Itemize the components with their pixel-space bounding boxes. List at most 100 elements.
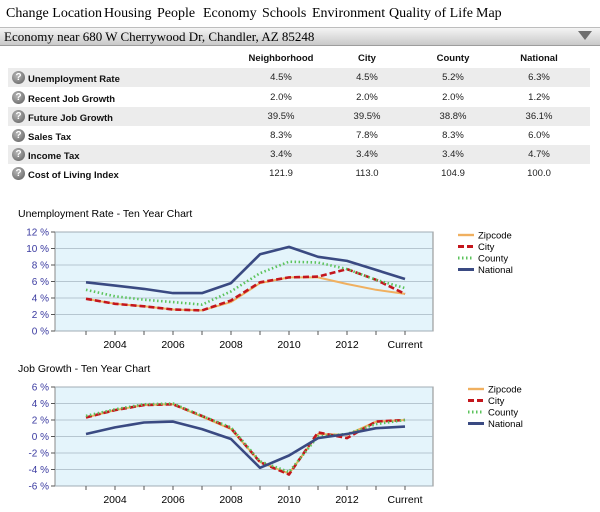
- col-header-county: County: [436, 53, 470, 64]
- nav-housing[interactable]: Housing: [104, 6, 152, 21]
- y-tick-label: 6 %: [32, 277, 49, 288]
- y-tick-label: -2 %: [28, 449, 49, 460]
- cell-city: 2.0%: [356, 92, 378, 103]
- nav-map[interactable]: Map: [476, 6, 502, 21]
- legend-label-county: County: [488, 408, 518, 419]
- table-row: ? Cost of Living Index 121.9 113.0 104.9…: [8, 164, 590, 183]
- col-header-city: City: [358, 53, 376, 64]
- row-label: Future Job Growth: [28, 113, 113, 124]
- nav-economy[interactable]: Economy: [203, 6, 257, 21]
- y-tick-label: 2 %: [32, 416, 49, 427]
- cell-national: 1.2%: [528, 92, 550, 103]
- row-label: Recent Job Growth: [28, 94, 116, 105]
- x-tick-label: 2010: [277, 494, 301, 506]
- legend-label-county: County: [478, 254, 508, 265]
- cell-neighborhood: 39.5%: [267, 111, 295, 122]
- legend-label-national: National: [488, 419, 523, 430]
- series-line-city: [85, 267, 406, 312]
- cell-neighborhood: 121.9: [269, 168, 293, 179]
- collapse-chevron-icon[interactable]: [578, 31, 592, 40]
- series-line-national: [85, 420, 406, 470]
- nav-environment[interactable]: Environment: [312, 6, 386, 21]
- cell-national: 6.3%: [528, 72, 550, 83]
- cell-neighborhood: 4.5%: [270, 72, 292, 83]
- col-header-neighborhood: Neighborhood: [248, 53, 314, 64]
- table-row: ? Income Tax 3.4% 3.4% 3.4% 4.7%: [8, 145, 590, 164]
- cell-city: 3.4%: [356, 149, 378, 160]
- cell-county: 38.8%: [439, 111, 467, 122]
- y-tick-label: 0 %: [32, 432, 49, 443]
- top-nav: Change Location Housing People Economy S…: [0, 0, 600, 26]
- row-label: Unemployment Rate: [28, 74, 120, 85]
- y-tick-label: 2 %: [32, 310, 49, 321]
- row-label: Income Tax: [28, 151, 80, 162]
- row-label: Sales Tax: [28, 132, 72, 143]
- x-tick-label: 2008: [219, 494, 243, 506]
- y-tick-label: 4 %: [32, 294, 49, 305]
- section-title: Economy near 680 W Cherrywood Dr, Chandl…: [4, 29, 315, 44]
- table-row: ? Future Job Growth 39.5% 39.5% 38.8% 36…: [8, 107, 590, 126]
- help-icon[interactable]: ?: [12, 71, 25, 84]
- help-icon[interactable]: ?: [12, 110, 25, 123]
- x-tick-label: 2008: [219, 339, 243, 351]
- cell-city: 4.5%: [356, 72, 378, 83]
- x-tick-label: 2012: [335, 339, 359, 351]
- cell-neighborhood: 8.3%: [270, 130, 292, 141]
- cell-county: 3.4%: [442, 149, 464, 160]
- cell-neighborhood: 2.0%: [270, 92, 292, 103]
- nav-people[interactable]: People: [157, 6, 196, 21]
- cell-national: 100.0: [527, 168, 551, 179]
- cell-county: 8.3%: [442, 130, 464, 141]
- cell-national: 36.1%: [525, 111, 553, 122]
- help-icon[interactable]: ?: [12, 167, 25, 180]
- cell-county: 2.0%: [442, 92, 464, 103]
- y-tick-label: -4 %: [28, 465, 49, 476]
- x-tick-label: Current: [387, 494, 422, 506]
- cell-city: 39.5%: [353, 111, 381, 122]
- legend-label-city: City: [488, 396, 505, 407]
- x-tick-label: Current: [387, 339, 422, 351]
- cell-neighborhood: 3.4%: [270, 149, 292, 160]
- cell-city: 113.0: [355, 168, 379, 179]
- cell-national: 4.7%: [528, 149, 550, 160]
- chart-title-job-growth: Job Growth - Ten Year Chart: [18, 363, 151, 375]
- cell-city: 7.8%: [356, 130, 378, 141]
- col-header-national: National: [520, 53, 558, 64]
- table-row: ? Recent Job Growth 2.0% 2.0% 2.0% 1.2%: [8, 88, 590, 107]
- table-row: ? Unemployment Rate 4.5% 4.5% 5.2% 6.3%: [8, 68, 590, 87]
- chart-title-unemployment: Unemployment Rate - Ten Year Chart: [18, 208, 193, 220]
- help-icon[interactable]: ?: [12, 129, 25, 142]
- x-tick-label: 2004: [103, 494, 127, 506]
- legend-label-zipcode: Zipcode: [478, 231, 512, 242]
- y-tick-label: 6 %: [32, 383, 49, 394]
- series-line-city: [85, 402, 406, 476]
- x-tick-label: 2012: [335, 494, 359, 506]
- help-icon[interactable]: ?: [12, 91, 25, 104]
- y-tick-label: 8 %: [32, 261, 49, 272]
- nav-change-location[interactable]: Change Location: [6, 6, 103, 21]
- series-line-national: [85, 245, 406, 295]
- nav-quality-of-life[interactable]: Quality of Life: [389, 6, 473, 21]
- section-header[interactable]: Economy near 680 W Cherrywood Dr, Chandl…: [0, 27, 600, 46]
- cell-county: 104.9: [441, 168, 465, 179]
- cell-county: 5.2%: [442, 72, 464, 83]
- legend-label-national: National: [478, 265, 513, 276]
- cell-national: 6.0%: [528, 130, 550, 141]
- y-tick-label: 12 %: [26, 228, 49, 239]
- x-tick-label: 2006: [161, 494, 185, 506]
- legend-label-city: City: [478, 242, 495, 253]
- row-label: Cost of Living Index: [28, 170, 119, 181]
- help-icon[interactable]: ?: [12, 148, 25, 161]
- x-tick-label: 2004: [103, 339, 127, 351]
- nav-schools[interactable]: Schools: [262, 6, 307, 21]
- y-tick-label: 0 %: [32, 327, 49, 338]
- x-tick-label: 2010: [277, 339, 301, 351]
- table-row: ? Sales Tax 8.3% 7.8% 8.3% 6.0%: [8, 126, 590, 145]
- y-tick-label: 4 %: [32, 399, 49, 410]
- x-tick-label: 2006: [161, 339, 185, 351]
- series-line-county: [85, 402, 406, 474]
- unemployment-rate-chart: 0 % 2 % 4 % 6 % 8 % 10 % 12 % 2004 2006 2008 2010 2…: [26, 228, 513, 352]
- legend-label-zipcode: Zipcode: [488, 385, 522, 396]
- y-tick-label: 10 %: [26, 244, 49, 255]
- y-tick-label: -6 %: [28, 482, 49, 493]
